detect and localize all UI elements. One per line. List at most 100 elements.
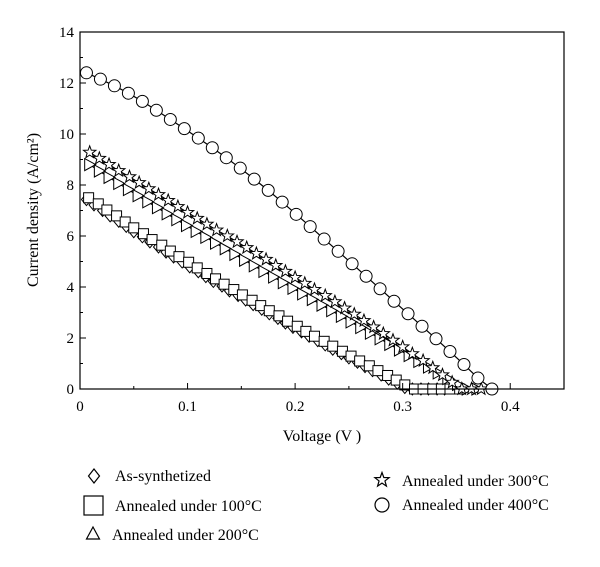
data-point-triangle [113, 176, 126, 191]
data-point-circle [387, 294, 401, 308]
data-point-triangle [151, 200, 165, 215]
data-point-circle [471, 371, 485, 385]
x-tick-label: 0.3 [393, 399, 412, 415]
data-point-circle [443, 345, 457, 359]
data-point-square [92, 198, 104, 210]
data-point-circle [275, 195, 289, 209]
legend-label: Annealed under 400°C [402, 497, 549, 514]
data-point-square [119, 216, 131, 228]
data-point-square [83, 192, 95, 204]
legend-entry-annealed-400: Annealed under 400°C [374, 497, 549, 514]
data-point-triangle [287, 281, 301, 296]
data-point-circle [177, 122, 191, 136]
data-point-triangle [190, 224, 204, 239]
data-point-circle [303, 220, 317, 234]
data-point-circle [429, 332, 443, 346]
data-point-triangle [171, 212, 184, 227]
data-point-triangle [122, 182, 136, 197]
x-tick-label: 0.4 [501, 399, 520, 415]
data-point-square [156, 239, 168, 251]
data-point-star [82, 144, 98, 159]
data-point-triangle [326, 303, 339, 318]
data-point-circle [345, 257, 359, 271]
data-point-star [366, 319, 382, 334]
data-point-star [356, 312, 372, 328]
data-point-star [248, 245, 264, 261]
data-point-square [263, 305, 275, 317]
data-point-star [327, 293, 343, 309]
data-point-triangle [132, 188, 146, 203]
data-point-circle [401, 307, 415, 321]
data-point-star [121, 168, 138, 184]
data-point-square [354, 355, 366, 367]
data-point-circle [261, 183, 275, 197]
legend-marker-circle-icon [374, 497, 390, 513]
data-point-star [239, 239, 255, 255]
star-shape [373, 470, 391, 488]
data-point-star [425, 359, 441, 375]
legend-label: Annealed under 200°C [112, 527, 259, 544]
data-point-star [111, 162, 127, 178]
data-point-star [444, 374, 460, 389]
data-point-circle [163, 112, 177, 126]
y-tick-label: 0 [67, 382, 75, 398]
data-point-square [101, 204, 113, 216]
data-point-star [219, 228, 235, 243]
data-point-circle [107, 79, 121, 93]
data-point-star [141, 180, 157, 196]
data-point-star [268, 257, 284, 273]
legend-marker-triangle-icon [85, 525, 101, 540]
data-point-square [327, 340, 339, 352]
data-point-triangle [239, 253, 252, 268]
data-point-circle [79, 66, 93, 80]
legend-marker-diamond-icon [87, 468, 101, 484]
data-point-square [282, 315, 294, 327]
data-points [79, 66, 499, 396]
x-axis-label: Voltage (V ) [283, 428, 362, 445]
data-point-square [173, 251, 185, 263]
data-point-star [385, 332, 401, 347]
data-point-triangle [93, 164, 107, 178]
data-point-star [101, 156, 117, 172]
data-point-star [277, 263, 293, 278]
data-point-triangle [248, 258, 262, 273]
data-point-star [229, 233, 245, 249]
legend-marker-square-icon [83, 495, 104, 516]
data-point-star [170, 198, 186, 214]
y-tick-label: 4 [67, 280, 75, 296]
data-point-triangle [84, 157, 97, 172]
legend-entry-as-synthetized: As-synthetized [87, 468, 211, 485]
data-point-triangle [142, 194, 155, 209]
x-tick-label: 0.1 [178, 399, 197, 415]
data-point-star [415, 352, 431, 368]
data-point-circle [149, 103, 163, 117]
data-point-circle [233, 161, 247, 175]
data-point-square [218, 278, 230, 290]
y-tick-label: 6 [67, 229, 75, 245]
data-point-square [191, 262, 203, 274]
data-point-circle [317, 232, 331, 246]
data-point-star [179, 204, 196, 219]
data-point-square [236, 289, 248, 301]
legend-entry-annealed-300: Annealed under 300°C [373, 470, 549, 490]
data-point-circle [247, 172, 261, 186]
data-point-circle [331, 244, 345, 258]
data-point-triangle [258, 264, 271, 279]
data-point-star [160, 192, 176, 207]
data-point-star [306, 281, 323, 296]
data-point-circle [219, 151, 233, 165]
data-point-star [199, 216, 215, 231]
x-tick-label: 0.2 [286, 399, 305, 415]
y-axis-label: Current density (A/cm²) [25, 133, 42, 287]
data-point-square [111, 210, 123, 222]
data-point-triangle [229, 247, 242, 262]
data-point-triangle [210, 236, 223, 250]
legend-label: Annealed under 300°C [402, 473, 549, 490]
data-point-square [372, 365, 384, 377]
data-point-star [297, 275, 313, 290]
data-point-circle [289, 207, 303, 221]
data-point-circle [191, 131, 205, 145]
data-point-circle [359, 269, 373, 283]
data-point-square [146, 234, 158, 246]
data-point-star [317, 287, 333, 303]
